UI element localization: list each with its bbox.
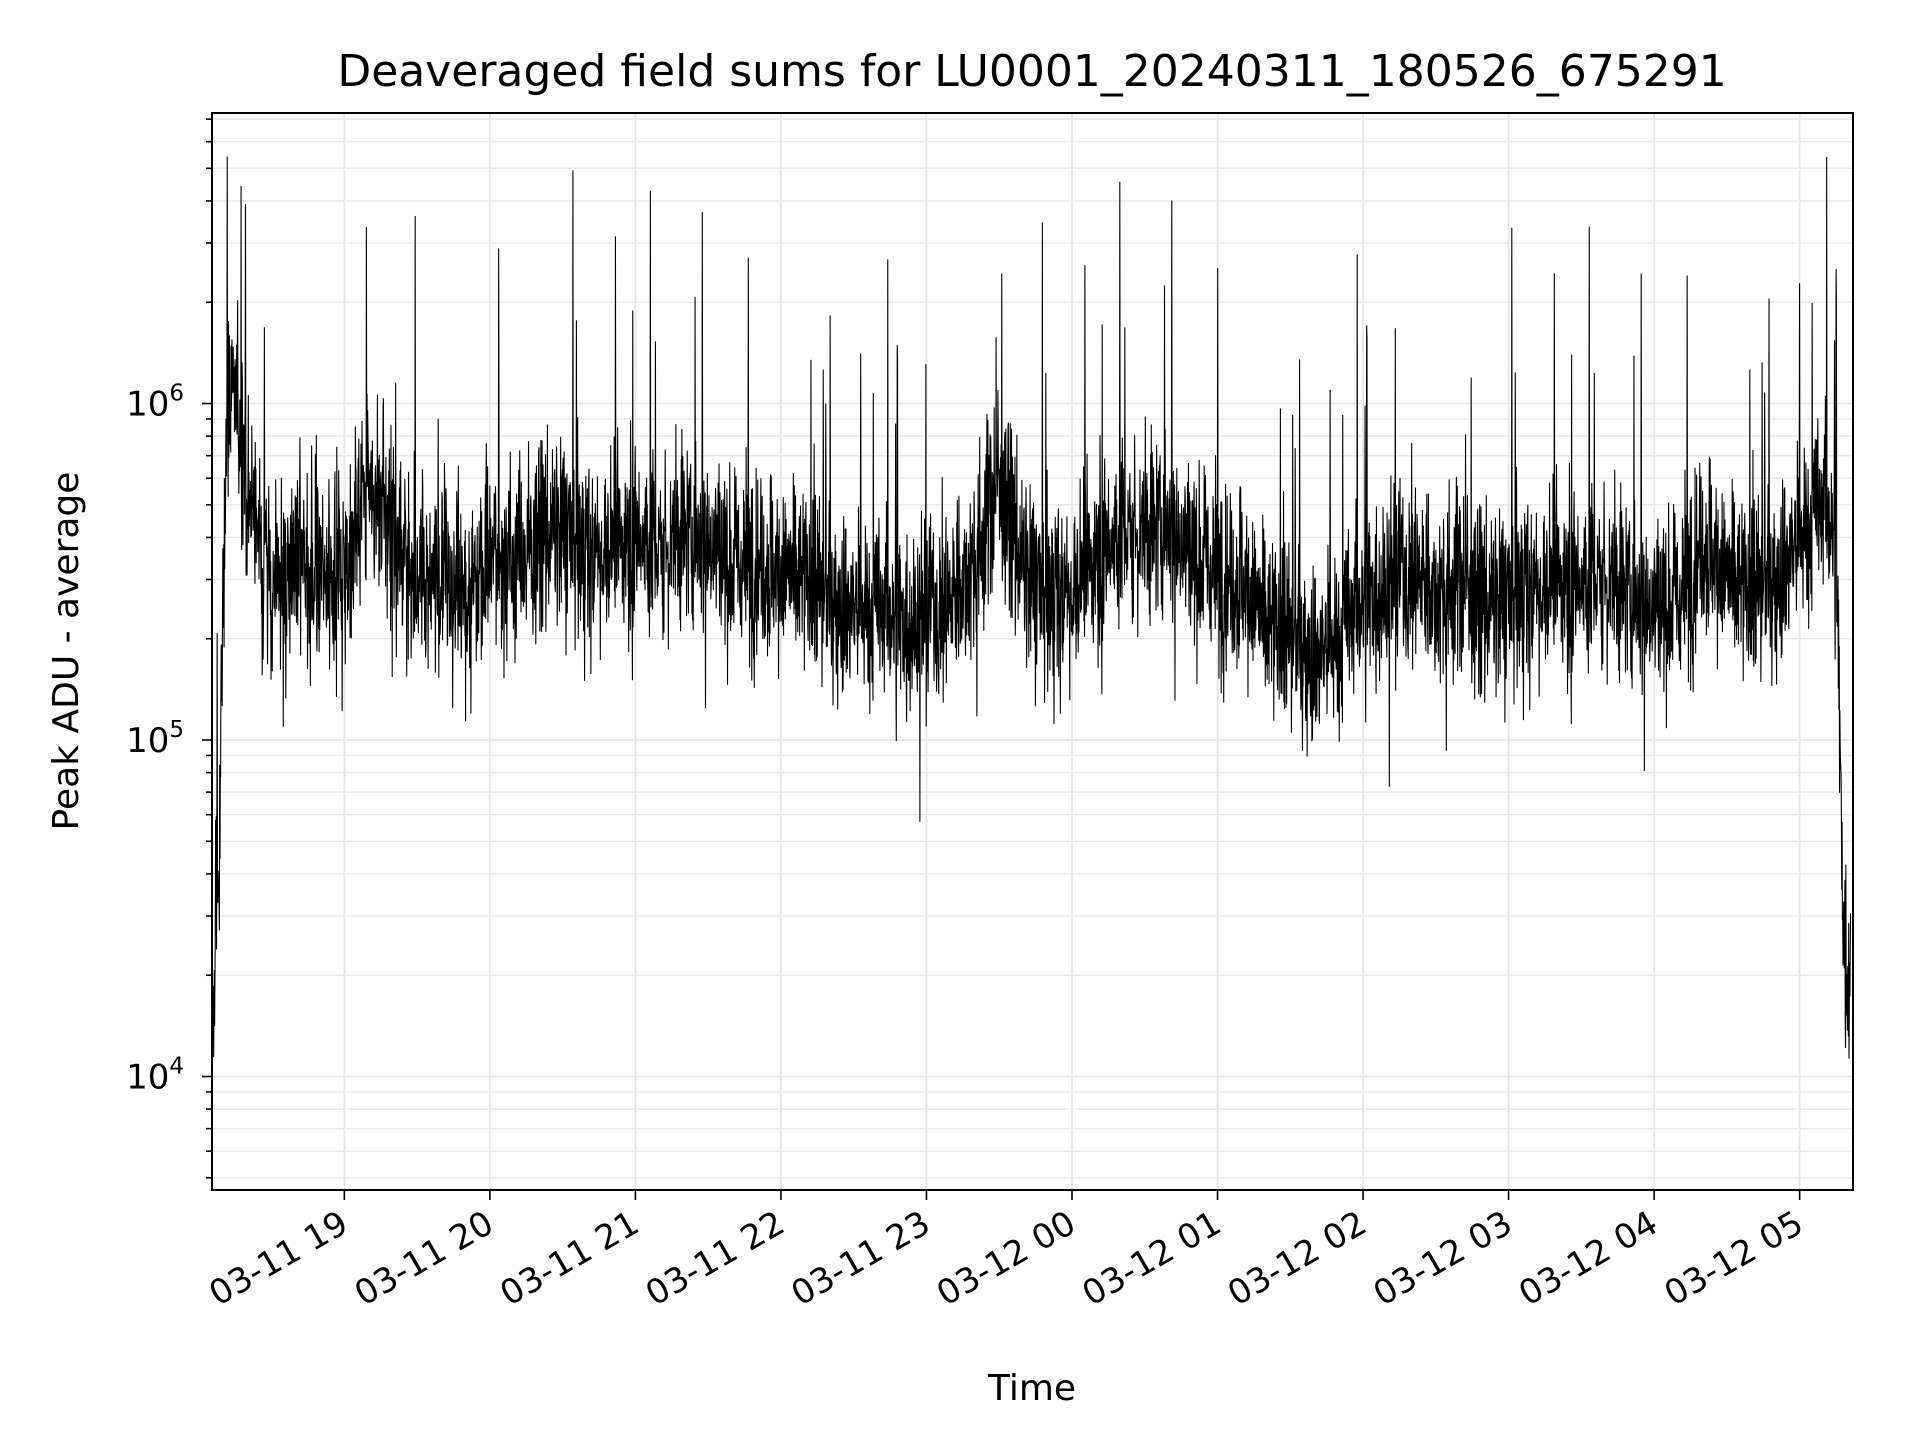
y-tick-exponent: 6 — [169, 381, 184, 407]
y-tick-exponent: 5 — [169, 717, 184, 743]
plot-frame — [211, 112, 1854, 1191]
chart-title: Deaveraged field sums for LU0001_2024031… — [337, 46, 1726, 97]
y-axis-label: Peak ADU - average — [46, 472, 87, 831]
series-line — [212, 156, 1852, 1059]
y-gridlines — [212, 118, 1853, 1179]
x-axis-label: Time — [987, 1368, 1076, 1409]
y-tick-exponent: 4 — [169, 1054, 184, 1080]
y-tick-label: 106 — [126, 381, 184, 425]
